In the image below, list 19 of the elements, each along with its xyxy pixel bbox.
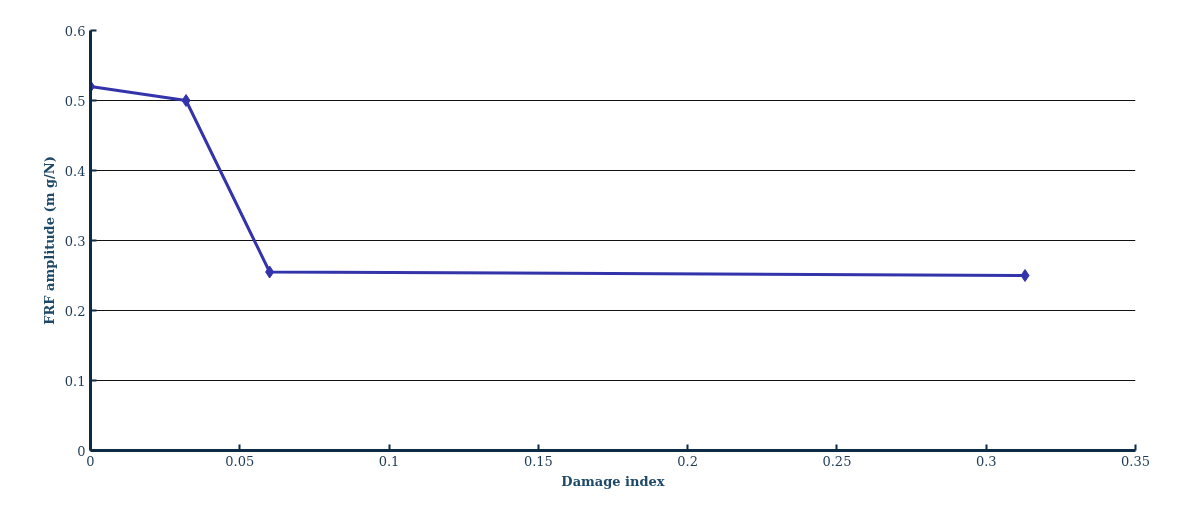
y-tick-label: 0.6 bbox=[64, 23, 86, 39]
x-tick-label: 0.1 bbox=[378, 453, 400, 469]
point bbox=[181, 94, 191, 107]
y-tick-label: 0 bbox=[77, 443, 86, 459]
point bbox=[265, 265, 275, 279]
point bbox=[1020, 269, 1030, 282]
y-tick-label: 0.4 bbox=[64, 163, 86, 179]
x-tick-label: 0.2 bbox=[677, 453, 698, 469]
y-tick-label: 0.1 bbox=[64, 373, 86, 389]
x-tick-label: 0.3 bbox=[975, 453, 997, 469]
y-tick-label: 0.2 bbox=[64, 303, 86, 319]
y-tick-label: 0.5 bbox=[64, 93, 86, 109]
y-axis-title: FRF amplitude (m g/N) bbox=[41, 156, 57, 325]
x-tick-label: 0.15 bbox=[523, 453, 553, 469]
x-tick-label: 0.05 bbox=[225, 453, 255, 469]
x-tick-label: 0.25 bbox=[822, 453, 852, 469]
x-tick-label: 0.35 bbox=[1121, 453, 1150, 469]
y-tick-label: 0.3 bbox=[64, 233, 86, 249]
x-axis-title: Damage index bbox=[561, 473, 665, 489]
